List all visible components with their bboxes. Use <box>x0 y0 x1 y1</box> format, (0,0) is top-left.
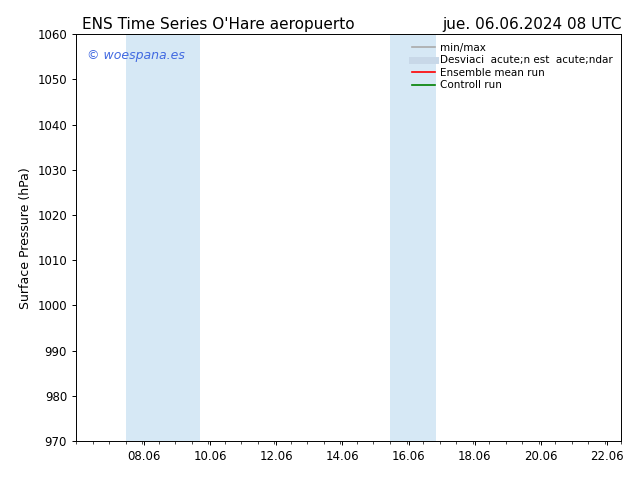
Y-axis label: Surface Pressure (hPa): Surface Pressure (hPa) <box>19 167 32 309</box>
Text: © woespana.es: © woespana.es <box>87 49 185 62</box>
Bar <box>390 34 436 441</box>
Text: ENS Time Series O'Hare aeropuerto: ENS Time Series O'Hare aeropuerto <box>82 17 355 32</box>
Bar <box>126 34 200 441</box>
Legend: min/max, Desviaci  acute;n est  acute;ndar, Ensemble mean run, Controll run: min/max, Desviaci acute;n est acute;ndar… <box>409 40 616 94</box>
Text: jue. 06.06.2024 08 UTC: jue. 06.06.2024 08 UTC <box>442 17 621 32</box>
